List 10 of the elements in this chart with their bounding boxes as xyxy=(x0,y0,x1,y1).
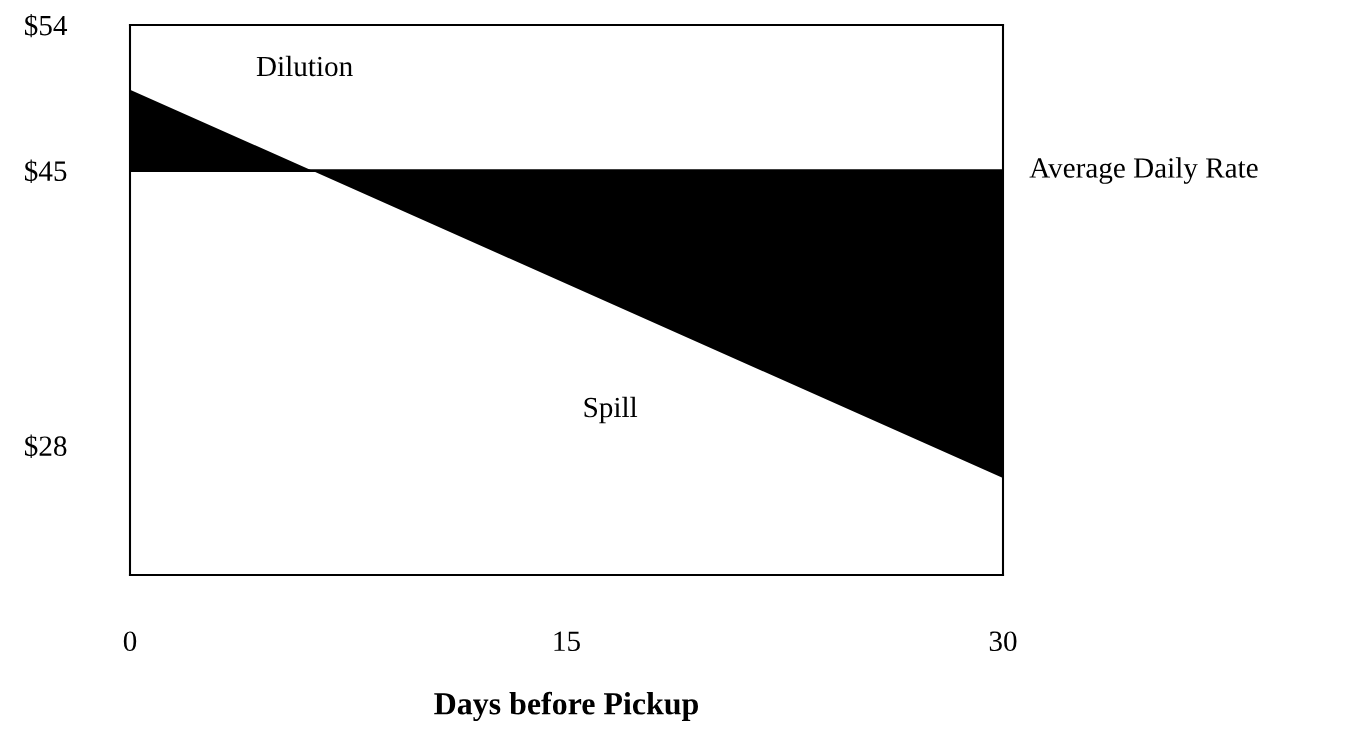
x-tick-label: 0 xyxy=(123,631,137,652)
ref-line-label: Average Daily Rate xyxy=(1029,157,1258,184)
x-tick-label: 30 xyxy=(989,631,1017,652)
annotation: Spill xyxy=(584,396,638,424)
x-tick-label: 15 xyxy=(554,631,580,652)
x-axis-title: Days before Pickup xyxy=(434,691,699,722)
annotation: Dilution xyxy=(256,55,353,77)
y-tick-label: $28 xyxy=(25,434,67,458)
y-tick-label: $45 xyxy=(25,159,67,183)
y-tick-label: $54 xyxy=(25,14,68,38)
